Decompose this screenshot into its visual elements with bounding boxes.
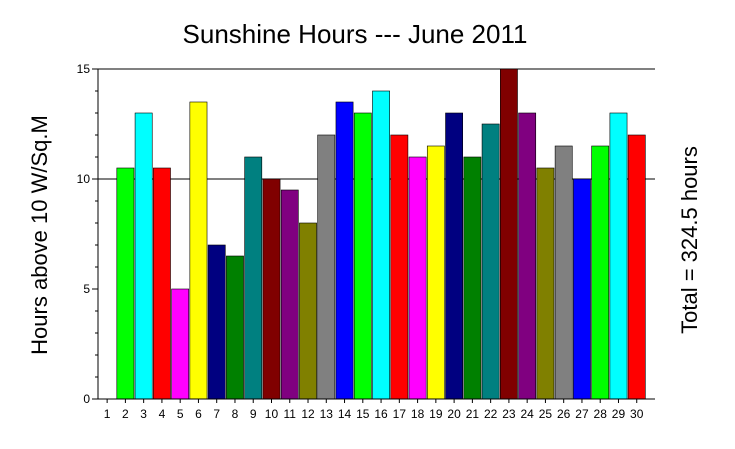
x-tick-label: 2 [122,407,129,421]
bar-day-3 [134,112,153,400]
bar-day-17 [390,134,409,400]
x-tick-label: 3 [140,407,147,421]
x-tick-label: 24 [520,407,534,421]
x-tick-label: 10 [265,407,279,421]
bar-day-11 [280,189,299,400]
chart-title: Sunshine Hours --- June 2011 [183,19,528,49]
bar-day-21 [463,156,482,400]
bar-day-19 [426,145,445,400]
x-tick-label: 17 [393,407,407,421]
x-tick-label: 19 [429,407,443,421]
y-tick-label: 5 [83,282,90,296]
bar-day-14 [335,101,354,400]
bar-day-9 [244,156,263,400]
bar-day-6 [189,101,208,400]
y-tick-label: 0 [83,392,90,406]
x-tick-label: 15 [356,407,370,421]
bar-day-2 [116,167,135,400]
x-tick-label: 12 [301,407,315,421]
bars [116,68,646,400]
y-tick-label: 10 [77,172,91,186]
bar-day-25 [536,167,555,400]
bar-day-27 [573,178,591,400]
bar-day-15 [353,112,372,400]
x-tick-label: 5 [177,407,184,421]
axes [92,68,655,403]
x-tick-label: 27 [575,407,589,421]
bar-day-30 [627,134,646,400]
bar-day-22 [481,123,500,400]
x-tick-label: 22 [484,407,498,421]
bar-day-8 [226,255,244,400]
bar-day-10 [262,178,281,400]
y-tick-label: 15 [77,62,91,76]
bar-day-13 [317,134,336,400]
bar-day-20 [445,112,463,400]
x-tick-label: 20 [447,407,461,421]
x-tick-label: 9 [250,407,257,421]
bar-day-18 [408,156,427,400]
x-tick-label: 13 [320,407,334,421]
x-tick-label: 6 [195,407,202,421]
bar-day-23 [500,68,518,400]
x-tick-label: 29 [612,407,626,421]
x-tick-label: 14 [338,407,352,421]
x-tick-label: 23 [502,407,516,421]
bar-day-7 [207,244,226,400]
x-tick-label: 26 [557,407,571,421]
total-hours-label: Total = 324.5 hours [677,146,702,334]
x-tick-label: 30 [630,407,644,421]
x-tick-label: 4 [159,407,166,421]
x-tick-label: 18 [411,407,425,421]
bar-day-26 [554,145,573,400]
x-tick-label: 16 [374,407,388,421]
x-tick-label: 8 [232,407,239,421]
bar-day-12 [299,222,317,400]
bar-day-28 [591,145,610,400]
x-tick-label: 11 [284,407,297,421]
y-axis-label: Hours above 10 W/Sq.M [27,115,52,355]
bar-day-4 [153,167,171,400]
y-tick-labels: 0 5 10 15 [77,62,91,406]
bar-day-5 [171,288,190,400]
x-tick-label: 21 [466,407,480,421]
x-tick-label: 28 [594,407,608,421]
x-tick-label: 7 [213,407,220,421]
x-tick-label: 25 [539,407,553,421]
bar-day-24 [518,112,537,400]
x-tick-labels: 1 2 3 4 5 6 7 8 9 10 11 12 13 14 15 16 17 18 19 20 21 22 23 24 2… [104,407,644,421]
bar-day-29 [609,112,628,400]
x-tick-label: 1 [104,407,111,421]
bar-day-16 [372,90,390,400]
